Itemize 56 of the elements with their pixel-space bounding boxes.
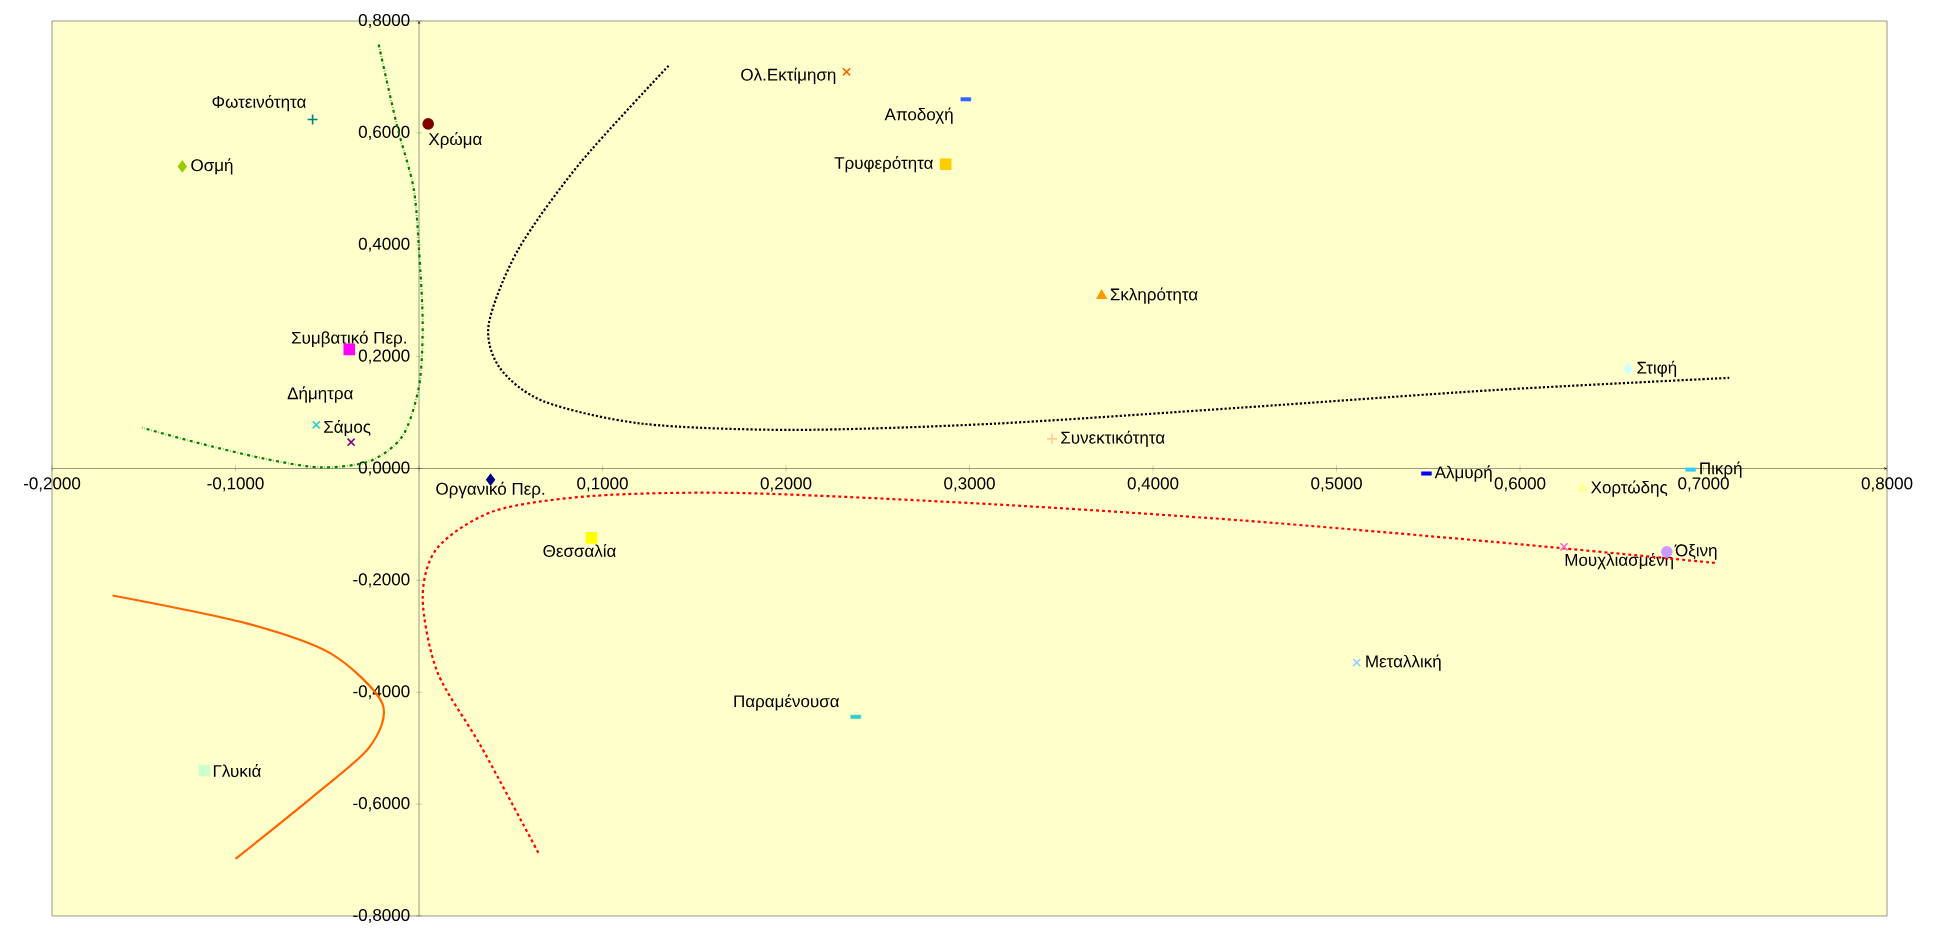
point (346, 437, 356, 447)
y-tick-label: -0,6000 (353, 797, 410, 812)
series-label: Όξινη (1674, 543, 1717, 560)
series-label: Στιφή (1637, 360, 1677, 378)
series-label: Ολ.Εκτίμηση (741, 67, 836, 85)
series-label: Πικρή (1700, 461, 1742, 478)
series-label: Φωτεινότητα (212, 94, 306, 112)
x-tick-label: -0,1000 (207, 477, 264, 492)
point (422, 118, 434, 130)
x-tick-label: -0,2000 (23, 477, 81, 492)
series-label: Παραμένουσα (734, 694, 840, 711)
series-label: Χρώμα (428, 132, 482, 149)
x-tick-label: 0,8000 (1861, 477, 1913, 492)
series-label: Σάμος (324, 419, 371, 436)
x-tick-label: 0,3000 (944, 477, 995, 492)
y-tick-label: 0,6000 (358, 125, 410, 140)
series-label: Θεσσαλία (543, 544, 616, 558)
point (1559, 542, 1569, 552)
series-label: Μουχλιασμένη (1565, 552, 1673, 570)
series-label: Οργανικό Περ. (436, 481, 545, 499)
point (1046, 433, 1058, 445)
x-tick-label: 0,7000 (1678, 477, 1729, 492)
y-tick-label: -0,2000 (353, 573, 410, 588)
line-series (487, 64, 1731, 431)
y-tick-label: 0,2000 (358, 349, 410, 364)
point (306, 113, 319, 126)
y-tick-label: 0,0000 (358, 461, 410, 476)
series-label: Συνεκτικότητα (1061, 430, 1165, 447)
x-tick-label: 0,4000 (1127, 477, 1179, 492)
y-tick-label: -0,8000 (353, 908, 410, 924)
x-tick-label: 0,2000 (760, 477, 812, 492)
series-label: Οσμή (191, 158, 233, 175)
series-label: Χορτώδης (1591, 480, 1668, 497)
x-tick-label: 0,5000 (1311, 477, 1362, 492)
point (311, 420, 321, 430)
y-tick-label: 0,8000 (358, 13, 410, 29)
point (1577, 482, 1588, 492)
series-label: Σκληρότητα (1110, 287, 1198, 304)
point (1096, 289, 1107, 299)
x-tick-label: 0,6000 (1494, 477, 1546, 492)
series-label: Δήμητρα (287, 386, 353, 403)
series-label: Αλμυρή (1434, 465, 1492, 482)
point (177, 160, 187, 173)
point (1352, 658, 1362, 667)
x-tick-label: 0,1000 (577, 477, 628, 492)
point (585, 532, 598, 544)
point (1623, 363, 1633, 375)
point (842, 67, 851, 77)
point (939, 158, 952, 170)
y-tick-label: 0,4000 (358, 237, 410, 252)
series-label: Γλυκιά (213, 764, 261, 778)
point (198, 764, 211, 777)
series-label: Μεταλλική (1366, 654, 1441, 671)
series-label: Αποδοχή (884, 107, 953, 124)
series-label: Τρυφερότητα (834, 156, 933, 173)
series-label: Συμβατικό Περ. (291, 330, 406, 348)
